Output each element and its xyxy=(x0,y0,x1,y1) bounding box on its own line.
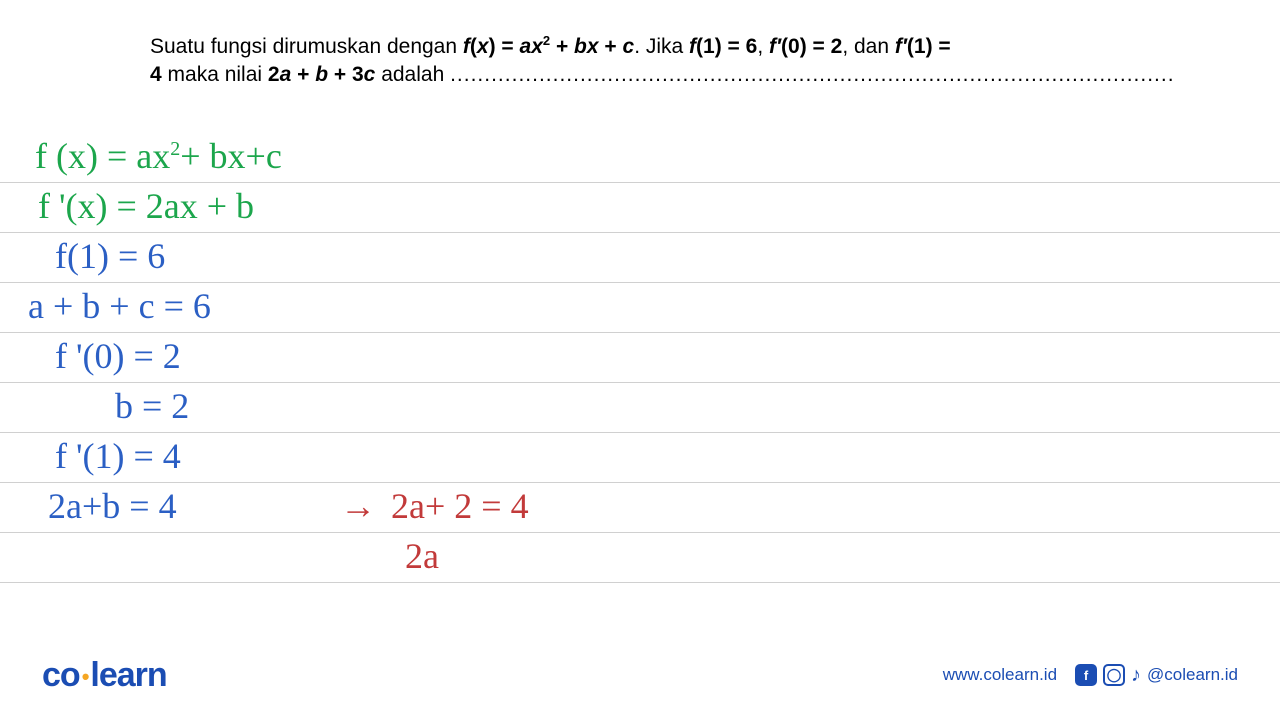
problem-text-1: Suatu fungsi dirumuskan dengan xyxy=(150,35,463,58)
rule-line xyxy=(0,332,1280,333)
logo-dot: • xyxy=(80,664,91,689)
handwriting-line: f (x) = ax2+ bx+c xyxy=(35,135,282,177)
problem-text-2: . Jika xyxy=(634,35,689,58)
problem-statement: Suatu fungsi dirumuskan dengan f(x) = ax… xyxy=(150,32,1190,90)
handwriting-line: f(1) = 6 xyxy=(55,235,165,277)
logo-learn: learn xyxy=(90,656,166,694)
rule-line xyxy=(0,182,1280,183)
rule-line xyxy=(0,282,1280,283)
problem-line2-val: 4 xyxy=(150,63,162,86)
footer-url: www.colearn.id xyxy=(943,665,1057,685)
rule-line xyxy=(0,382,1280,383)
problem-cond1: f(1) = 6 xyxy=(689,35,757,58)
facebook-icon: f xyxy=(1075,664,1097,686)
rule-line xyxy=(0,232,1280,233)
problem-func: f xyxy=(463,35,470,58)
problem-cond3: f′(1) = xyxy=(895,35,951,58)
problem-line2-prefix: maka nilai xyxy=(162,63,268,86)
problem-dots: ........................................… xyxy=(450,63,1174,86)
handwriting-line: f '(1) = 4 xyxy=(55,435,181,477)
handwriting-line: b = 2 xyxy=(115,385,189,427)
lined-paper: f (x) = ax2+ bx+c f '(x) = 2ax + b f(1) = … xyxy=(0,130,1280,640)
problem-func-rest: (x) = ax2 + bx + c xyxy=(470,35,634,58)
handwriting-line: → 2a+ 2 = 4 xyxy=(340,485,529,527)
handwriting-line: a + b + c = 6 xyxy=(28,285,211,327)
brand-logo: co•learn xyxy=(42,656,167,695)
rule-line xyxy=(0,432,1280,433)
social-handle: @colearn.id xyxy=(1147,665,1238,685)
social-icons: f ◯ ♪ @colearn.id xyxy=(1075,664,1238,687)
problem-cond2: f′(0) = 2 xyxy=(769,35,842,58)
instagram-icon: ◯ xyxy=(1103,664,1125,686)
rule-line xyxy=(0,532,1280,533)
rule-line xyxy=(0,582,1280,583)
footer: co•learn www.colearn.id f ◯ ♪ @colearn.i… xyxy=(0,650,1280,700)
problem-line2-suffix: adalah xyxy=(375,63,450,86)
logo-co: co xyxy=(42,656,80,694)
handwriting-line: 2a+b = 4 xyxy=(48,485,177,527)
handwriting-line: f '(0) = 2 xyxy=(55,335,181,377)
problem-expr: 2a + b + 3c xyxy=(268,63,375,86)
problem-sep1: , xyxy=(757,35,769,58)
rule-line xyxy=(0,482,1280,483)
handwriting-line: f '(x) = 2ax + b xyxy=(38,185,254,227)
problem-sep2: , dan xyxy=(842,35,895,58)
handwriting-line: 2a xyxy=(405,535,439,577)
tiktok-icon: ♪ xyxy=(1131,664,1141,687)
footer-right: www.colearn.id f ◯ ♪ @colearn.id xyxy=(943,664,1238,687)
